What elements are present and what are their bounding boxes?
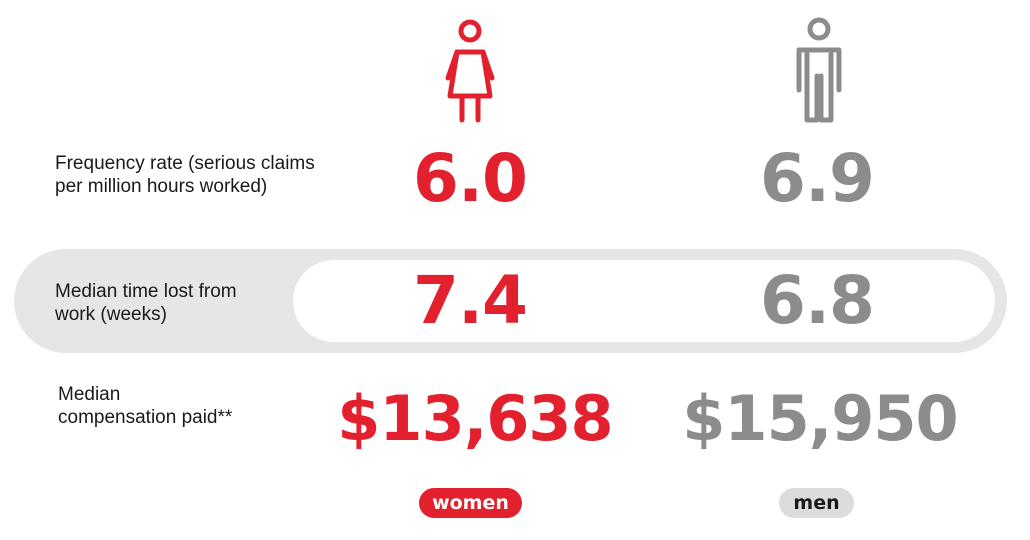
women-compensation-value: $13,638 [337, 382, 613, 455]
time-lost-label: Median time lost from work (weeks) [55, 280, 237, 326]
label-line: Median [58, 384, 121, 405]
men-frequency-value: 6.9 [760, 140, 875, 217]
women-legend-pill: women [419, 488, 522, 518]
label-line: Median time lost from [55, 281, 237, 302]
women-time-lost-value: 7.4 [413, 262, 528, 339]
frequency-rate-label: Frequency rate (serious claims per milli… [55, 152, 315, 198]
label-line: per million hours worked) [55, 176, 268, 197]
man-icon [796, 17, 842, 123]
women-frequency-value: 6.0 [413, 140, 528, 217]
compensation-label: Median compensation paid** [58, 383, 232, 429]
label-line: Frequency rate (serious claims [55, 153, 315, 174]
woman-icon [445, 19, 495, 123]
label-line: work (weeks) [55, 304, 167, 325]
men-compensation-value: $15,950 [682, 382, 958, 455]
men-time-lost-value: 6.8 [760, 262, 875, 339]
highlight-band-inner [293, 260, 995, 342]
label-line: compensation paid** [58, 407, 233, 428]
men-legend-pill: men [779, 488, 854, 518]
